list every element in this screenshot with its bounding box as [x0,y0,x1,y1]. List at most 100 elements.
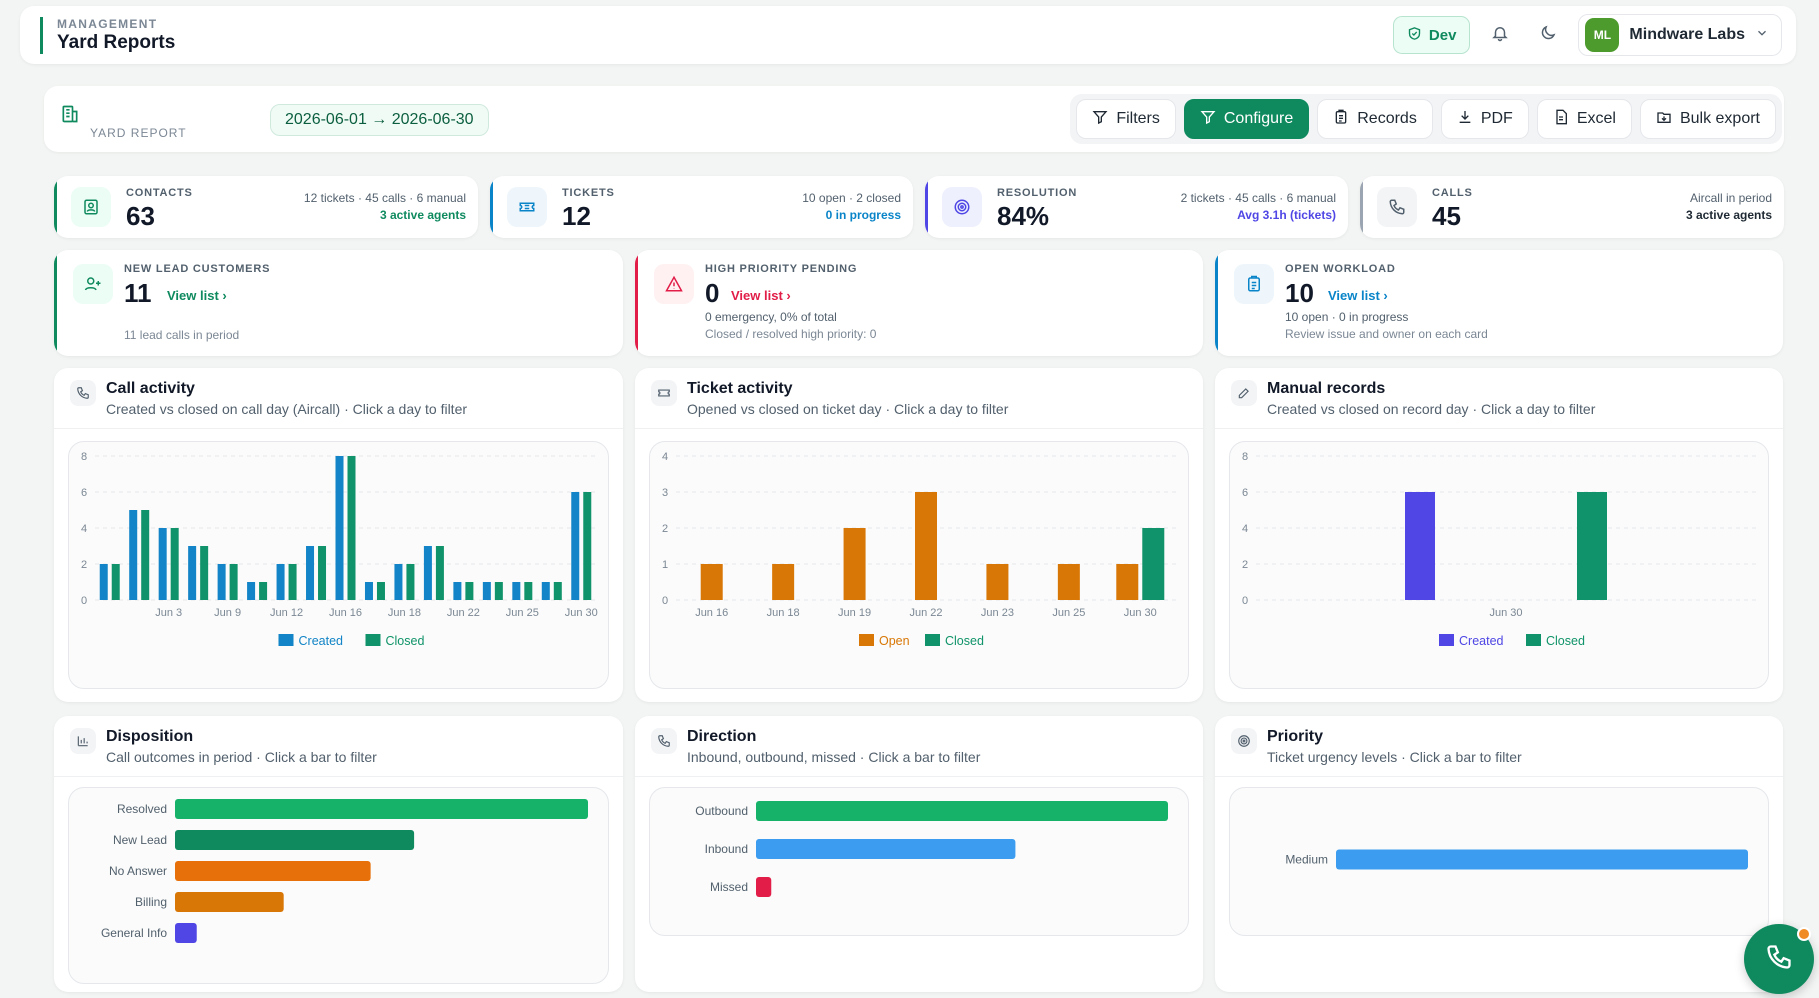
bar[interactable] [247,582,256,600]
records-button[interactable]: Records [1317,99,1433,139]
bar[interactable] [364,582,373,600]
y-tick-label: 1 [662,559,668,571]
kpi-tickets[interactable]: TICKETS 12 10 open · 2 closed 0 in progr… [490,176,913,238]
kpi-contacts[interactable]: CONTACTS 63 12 tickets · 45 calls · 6 ma… [54,176,478,238]
bell-icon [1491,24,1509,47]
ticket-icon [507,187,547,227]
legend-label[interactable]: Created [1459,634,1504,648]
bar[interactable] [259,582,268,600]
panel-subtitle: Call outcomes in period · Click a bar to… [106,749,377,765]
chevron-right-icon: › [786,288,791,303]
filters-button[interactable]: Filters [1076,99,1176,139]
env-badge[interactable]: Dev [1392,16,1471,54]
high-priority-pending-card[interactable]: HIGH PRIORITY PENDING 0 View list › 0 em… [635,250,1203,356]
pdf-button[interactable]: PDF [1440,99,1529,139]
legend-label[interactable]: Closed [386,634,425,648]
date-range-picker[interactable]: 2026-06-01 → 2026-06-30 [270,104,489,136]
bar[interactable] [1142,528,1165,600]
kpi-resolution[interactable]: RESOLUTION 84% 2 tickets · 45 calls · 6 … [925,176,1348,238]
view-list-link[interactable]: View list › [167,288,227,303]
ticket-activity-chart[interactable]: 0 1 2 3 4 Jun 16 Jun 18 Jun 19 Jun 22 Jun 23 Jun 2… [650,442,1188,690]
bar[interactable] [394,564,403,600]
bar[interactable] [915,492,937,600]
org-name: Mindware Labs [1629,26,1745,43]
legend-label[interactable]: Created [299,634,344,648]
direction-chart[interactable]: Outbound Inbound Missed [650,788,1188,937]
view-list-label: View list [167,288,219,303]
bar[interactable] [188,546,197,600]
call-fab-button[interactable] [1744,924,1814,994]
divider [635,428,1203,429]
call-activity-chart[interactable]: 0 2 4 6 8 Jun 3 Jun 9 Jun 12 Jun 16 Jun 18 Jun 22 J… [69,442,608,690]
new-lead-customers-card[interactable]: NEW LEAD CUSTOMERS 11 View list › 11 lea… [54,250,623,356]
bar[interactable] [756,801,1168,821]
bar[interactable] [347,456,356,600]
accent-bar [1360,176,1363,238]
bar[interactable] [843,528,866,600]
bar[interactable] [335,456,344,600]
kpi-calls[interactable]: CALLS 45 Aircall in period 3 active agen… [1360,176,1784,238]
view-list-link[interactable]: View list › [731,288,791,303]
bar[interactable] [175,830,415,850]
bar[interactable] [200,546,209,600]
bar[interactable] [318,546,327,600]
bar[interactable] [288,564,297,600]
kpi-highlight: 3 active agents [379,208,466,222]
disposition-chart[interactable]: Resolved New Lead No Answer Billing General … [69,788,608,985]
bar[interactable] [376,582,385,600]
bar[interactable] [406,564,415,600]
bar[interactable] [99,564,108,600]
bar[interactable] [158,528,167,600]
excel-button[interactable]: Excel [1536,99,1632,139]
bar[interactable] [1116,564,1139,600]
bar[interactable] [276,564,285,600]
accent-bar [54,250,57,356]
bar[interactable] [170,528,179,600]
notifications-button[interactable] [1482,17,1518,53]
open-workload-card[interactable]: OPEN WORKLOAD 10 View list › 10 open · 0… [1215,250,1783,356]
legend-label[interactable]: Closed [1546,634,1585,648]
bar[interactable] [1405,492,1435,600]
bar[interactable] [772,564,795,600]
bar[interactable] [1577,492,1607,600]
bar[interactable] [571,492,580,600]
bar-label: New Lead [113,833,167,847]
bar[interactable] [229,564,238,600]
bar[interactable] [435,546,444,600]
bar[interactable] [541,582,550,600]
bar[interactable] [700,564,723,600]
legend-label[interactable]: Open [879,634,910,648]
bar[interactable] [175,799,588,819]
bar[interactable] [986,564,1009,600]
bar[interactable] [494,582,503,600]
priority-chart[interactable]: Medium [1230,788,1768,937]
bar[interactable] [175,861,371,881]
legend-label[interactable]: Closed [945,634,984,648]
bulk-export-button[interactable]: Bulk export [1639,99,1776,139]
theme-toggle-button[interactable] [1530,17,1566,53]
bar[interactable] [512,582,521,600]
bar[interactable] [453,582,462,600]
bar[interactable] [583,492,592,600]
bar[interactable] [423,546,432,600]
bar[interactable] [1336,849,1748,870]
bar[interactable] [553,582,562,600]
configure-button[interactable]: Configure [1183,99,1310,139]
bar[interactable] [141,510,150,600]
bar[interactable] [111,564,120,600]
x-tick-label: Jun 30 [1489,607,1522,619]
bar[interactable] [465,582,474,600]
org-switcher[interactable]: ML Mindware Labs [1578,14,1782,56]
bar[interactable] [1057,564,1080,600]
bar[interactable] [756,877,772,897]
bar[interactable] [306,546,315,600]
view-list-link[interactable]: View list › [1328,288,1388,303]
bar[interactable] [175,923,197,943]
bar[interactable] [129,510,138,600]
bar[interactable] [524,582,533,600]
bar[interactable] [217,564,226,600]
manual-records-chart[interactable]: 0 2 4 6 8 Jun 30 Created Closed [1230,442,1768,690]
bar[interactable] [175,892,284,912]
bar[interactable] [756,839,1016,859]
bar[interactable] [482,582,491,600]
